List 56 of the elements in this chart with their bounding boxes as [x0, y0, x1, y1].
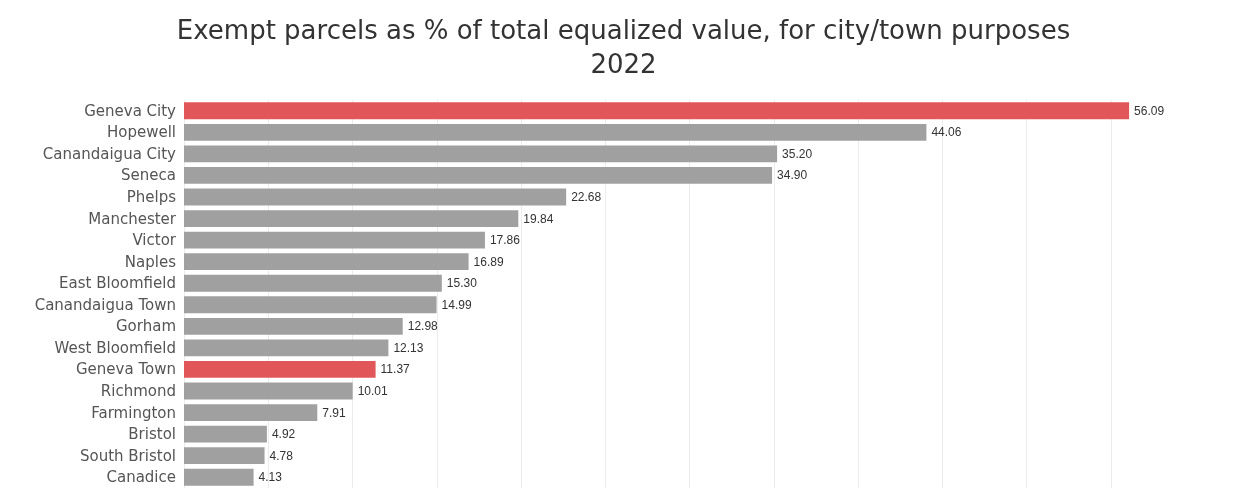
bar	[184, 210, 519, 227]
data-label: 16.89	[473, 254, 504, 269]
data-label: 12.98	[407, 319, 439, 334]
data-label: 19.84	[523, 211, 554, 226]
bar	[184, 425, 267, 443]
bar	[184, 468, 254, 486]
y-tick-label: West Bloomfield	[54, 338, 176, 357]
y-tick-label: Geneva Town	[76, 360, 176, 379]
data-label: 10.01	[357, 384, 389, 398]
bar	[184, 339, 389, 357]
chart-title: Exempt parcels as % of total equalized value, for city/town purposes	[176, 15, 1071, 45]
bar	[184, 102, 1130, 120]
y-tick-label: Bristol	[128, 425, 176, 444]
y-tick-label: Canadice	[106, 468, 176, 487]
y-tick-label: Victor	[132, 231, 177, 250]
data-label: 17.86	[489, 233, 521, 248]
chart-subtitle: 2022	[590, 49, 657, 79]
data-label: 11.37	[380, 362, 411, 377]
bar	[184, 167, 773, 184]
data-label: 22.68	[571, 190, 602, 204]
bar	[184, 382, 353, 400]
y-tick-label: Manchester	[88, 209, 177, 228]
bar	[184, 231, 485, 249]
y-tick-label: Canandaigua City	[42, 144, 177, 163]
data-label: 15.30	[446, 276, 478, 291]
bar	[184, 447, 265, 465]
y-tick-label: Hopewell	[106, 123, 176, 142]
data-label: 4.92	[271, 427, 296, 442]
data-label: 12.13	[393, 340, 424, 355]
bar	[184, 404, 318, 421]
y-tick-label: Naples	[124, 252, 177, 271]
data-label: 35.20	[782, 146, 813, 161]
y-tick-label: Seneca	[121, 166, 176, 185]
y-tick-label: South Bristol	[79, 446, 176, 465]
data-label: 4.78	[269, 448, 294, 463]
bar	[184, 123, 927, 141]
y-tick-label: East Bloomfield	[59, 274, 176, 293]
bar	[184, 145, 778, 163]
bar	[184, 361, 376, 378]
y-tick-label: Geneva City	[84, 101, 177, 120]
y-tick-label: Phelps	[126, 188, 177, 206]
bar	[184, 317, 403, 335]
data-label: 14.99	[441, 297, 472, 312]
y-tick-label: Gorham	[115, 317, 176, 336]
data-label: 7.91	[322, 405, 346, 420]
bar	[184, 274, 442, 292]
bar	[184, 188, 567, 206]
bar	[184, 296, 437, 314]
bar	[184, 253, 469, 271]
data-label: 44.06	[931, 125, 962, 140]
y-tick-label: Canandaigua Town	[34, 295, 176, 314]
y-tick-label: Richmond	[100, 382, 176, 400]
data-label: 34.90	[777, 168, 808, 183]
data-label: 4.13	[258, 470, 283, 485]
data-label: 56.09	[1134, 103, 1165, 118]
y-tick-label: Farmington	[91, 403, 176, 422]
